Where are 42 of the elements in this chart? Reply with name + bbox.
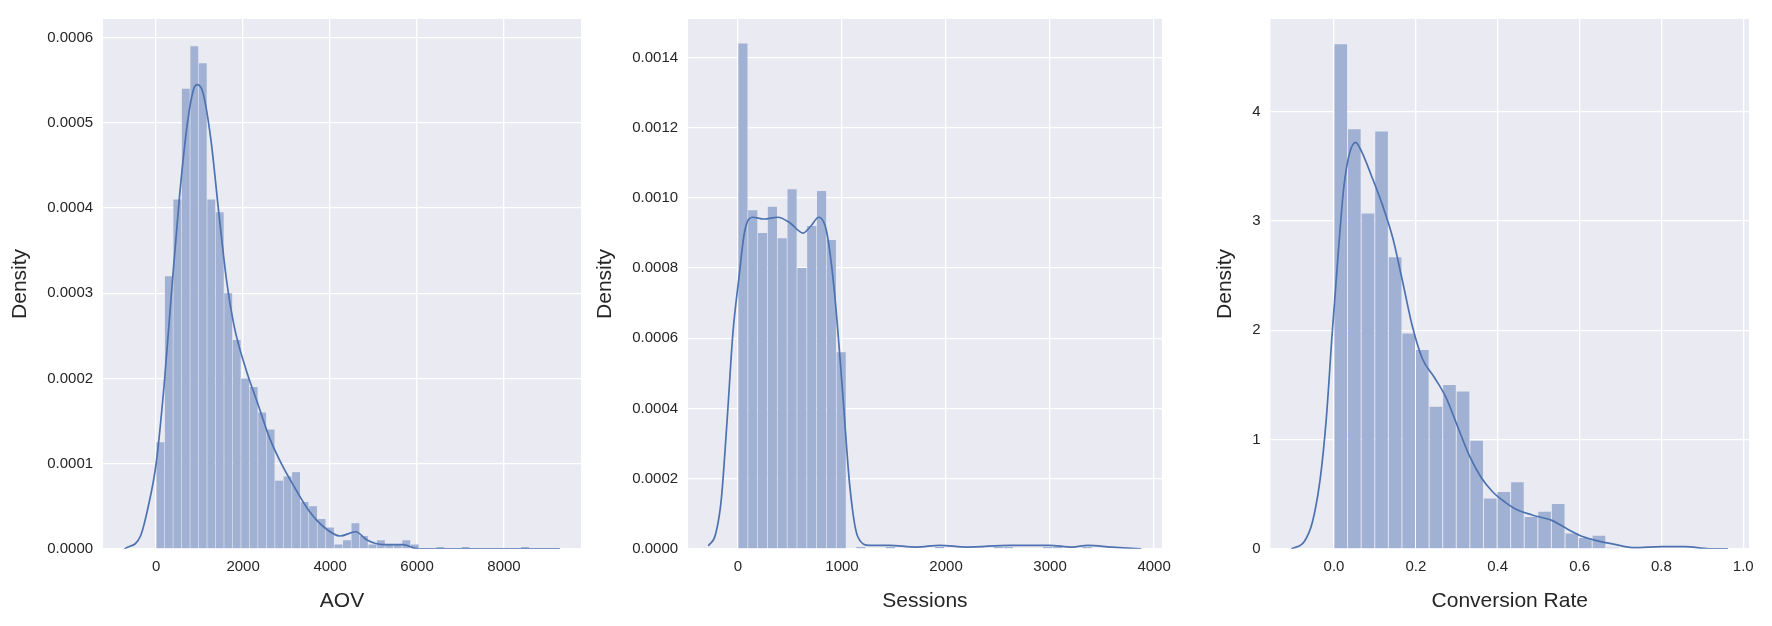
y-tick-label: 0.0002 [632, 468, 679, 486]
y-tick-label: 0.0010 [632, 188, 679, 206]
x-tick-label: 1000 [825, 556, 859, 574]
x-axis-title: AOV [319, 588, 365, 612]
x-tick-label: 1.0 [1732, 556, 1754, 574]
y-tick-label: 0.0006 [632, 328, 679, 346]
y-tick-label: 3 [1252, 211, 1261, 229]
x-axis-title: Conversion Rate [1431, 588, 1588, 612]
x-tick-label: 0 [151, 556, 161, 574]
y-tick-label: 0.0003 [47, 283, 94, 301]
y-tick-label: 0.0004 [632, 398, 679, 416]
x-tick-label: 0.0 [1323, 556, 1345, 574]
y-tick-label: 0.0014 [632, 47, 679, 65]
y-tick-label: 0 [1252, 538, 1261, 556]
x-tick-label: 6000 [400, 556, 434, 574]
x-tick-label: 0.6 [1569, 556, 1590, 574]
y-axis-title: Density [7, 248, 31, 319]
x-tick-label: 4000 [1137, 556, 1171, 574]
y-tick-label: 0.0005 [47, 113, 94, 131]
x-tick-label: 0 [733, 556, 743, 574]
y-tick-label: 0.0008 [632, 258, 679, 276]
y-tick-label: 2 [1252, 320, 1261, 338]
y-tick-label: 1 [1252, 429, 1261, 447]
x-tick-label: 0.4 [1487, 556, 1509, 574]
x-tick-label: 2000 [929, 556, 963, 574]
x-tick-label: 8000 [487, 556, 521, 574]
x-tick-label: 4000 [313, 556, 347, 574]
x-axis-title: Sessions [882, 588, 968, 612]
x-tick-label: 0.2 [1405, 556, 1427, 574]
y-tick-label: 0.0012 [632, 117, 679, 135]
y-tick-label: 0.0004 [47, 198, 94, 216]
y-tick-label: 4 [1252, 101, 1261, 119]
y-tick-label: 0.0002 [47, 368, 94, 386]
y-tick-label: 0.0000 [47, 538, 94, 556]
y-axis-title: Density [592, 248, 616, 319]
x-tick-label: 0.8 [1650, 556, 1672, 574]
y-tick-label: 0.0000 [632, 538, 679, 556]
x-tick-label: 3000 [1033, 556, 1067, 574]
y-tick-label: 0.0001 [47, 453, 94, 471]
y-tick-label: 0.0006 [47, 27, 94, 45]
y-axis-title: Density [1212, 248, 1236, 319]
x-tick-label: 2000 [226, 556, 260, 574]
